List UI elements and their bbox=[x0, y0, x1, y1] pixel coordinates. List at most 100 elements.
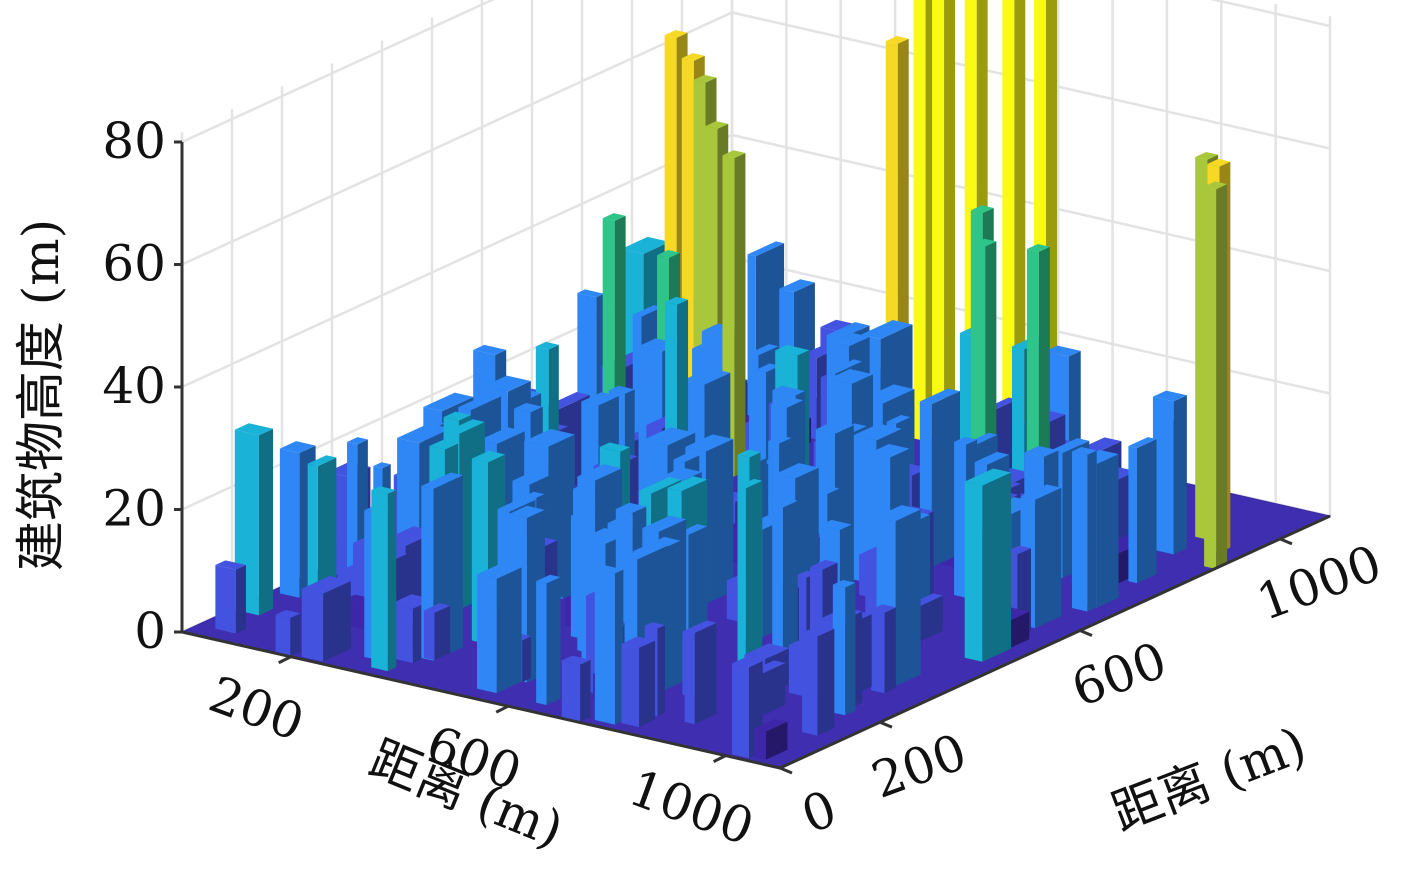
bar-side bbox=[705, 439, 734, 604]
bar-top bbox=[779, 279, 815, 293]
bar-side bbox=[694, 622, 717, 725]
bar-side bbox=[290, 613, 301, 657]
bar-top bbox=[667, 476, 708, 492]
bar-top bbox=[639, 477, 682, 494]
bar-side bbox=[944, 0, 956, 463]
y-tick bbox=[779, 766, 793, 775]
bar-top bbox=[535, 341, 559, 350]
bar-top bbox=[657, 250, 680, 258]
bar-top bbox=[705, 121, 729, 129]
bar-top bbox=[772, 498, 798, 508]
y-tick bbox=[879, 720, 893, 729]
bar-front bbox=[1002, 0, 1015, 476]
bar-top bbox=[869, 443, 910, 458]
bar-front bbox=[423, 610, 435, 661]
x-tick-label: 1000 bbox=[622, 759, 761, 857]
bar-front bbox=[753, 728, 766, 760]
bar-front bbox=[536, 581, 547, 705]
bar-top bbox=[1005, 545, 1031, 555]
bar-top bbox=[421, 472, 463, 489]
building-bar bbox=[477, 562, 522, 694]
z-axis-label: 建筑物高度 (m) bbox=[12, 219, 70, 571]
bar-top bbox=[964, 468, 1012, 486]
building-bar bbox=[1128, 437, 1157, 584]
building-bar bbox=[802, 625, 835, 736]
bar-front bbox=[279, 448, 300, 598]
building-bar bbox=[423, 603, 451, 661]
bar-top bbox=[561, 655, 591, 665]
x-tick-label: 200 bbox=[202, 665, 312, 752]
building-bar bbox=[215, 560, 246, 634]
building-bar bbox=[753, 718, 788, 760]
bar-front bbox=[371, 490, 388, 672]
building-bar bbox=[561, 655, 591, 722]
building-bar bbox=[301, 576, 351, 662]
bar-top bbox=[1195, 151, 1219, 160]
bar-top bbox=[471, 450, 506, 463]
bar-top bbox=[514, 403, 543, 413]
bar-top bbox=[747, 241, 785, 257]
x-axis-line bbox=[181, 630, 781, 770]
bar-top bbox=[581, 392, 619, 406]
bar-front bbox=[347, 598, 369, 631]
bar-top bbox=[770, 396, 804, 408]
bar-top bbox=[886, 415, 911, 424]
bar-top bbox=[810, 559, 838, 570]
bar-top bbox=[1207, 158, 1231, 167]
bar-top bbox=[722, 150, 746, 159]
bar-side bbox=[235, 564, 246, 634]
bar-side bbox=[323, 580, 351, 662]
bar-front bbox=[964, 481, 983, 662]
y-tick-label: 1000 bbox=[1249, 534, 1388, 632]
bar-top bbox=[621, 636, 656, 648]
bar-side bbox=[522, 636, 531, 683]
bar-top bbox=[970, 205, 994, 214]
bar-side bbox=[845, 582, 856, 716]
bar-front bbox=[390, 603, 413, 663]
bar-top bbox=[871, 604, 896, 613]
bar-front bbox=[1071, 451, 1088, 612]
bar-side bbox=[1173, 395, 1187, 555]
bar-side bbox=[614, 569, 624, 725]
bar-top bbox=[828, 368, 874, 384]
building-bar bbox=[684, 620, 717, 725]
bar-top bbox=[665, 296, 689, 305]
z-tick-label: 20 bbox=[102, 480, 166, 538]
bar-side bbox=[1096, 454, 1119, 608]
building-bar bbox=[871, 604, 896, 694]
bar-top bbox=[536, 574, 561, 584]
bar-top bbox=[1204, 181, 1228, 190]
grid-line bbox=[181, 11, 1331, 266]
bar-top bbox=[624, 542, 668, 560]
bar-side bbox=[745, 480, 763, 666]
bar-top bbox=[347, 437, 368, 445]
bar-side bbox=[1035, 487, 1062, 629]
bar-front bbox=[1152, 396, 1174, 555]
bar-side bbox=[734, 152, 746, 477]
bar-side bbox=[496, 567, 522, 694]
bar-top bbox=[1152, 390, 1187, 402]
bar-top bbox=[307, 455, 337, 467]
bar-top bbox=[853, 423, 902, 441]
bar-top bbox=[664, 30, 688, 38]
bar-top bbox=[512, 471, 550, 485]
bar-front bbox=[832, 584, 846, 716]
bar-top bbox=[755, 363, 780, 373]
y-tick-label: 0 bbox=[794, 779, 844, 844]
bar-top bbox=[642, 515, 687, 532]
bar-top bbox=[1080, 437, 1122, 453]
bar-top bbox=[684, 620, 717, 633]
bar-front bbox=[1204, 186, 1217, 569]
y-tick-label: 600 bbox=[1064, 631, 1174, 718]
bar-top bbox=[683, 368, 731, 385]
bar-front bbox=[913, 0, 926, 442]
bar-top bbox=[832, 333, 870, 347]
bar-side bbox=[758, 663, 786, 718]
bar-top bbox=[599, 442, 631, 452]
bar-front bbox=[275, 614, 291, 657]
bar-top bbox=[826, 359, 863, 374]
bar-side bbox=[434, 605, 451, 661]
bar-top bbox=[497, 497, 536, 512]
bar-top bbox=[275, 610, 301, 619]
